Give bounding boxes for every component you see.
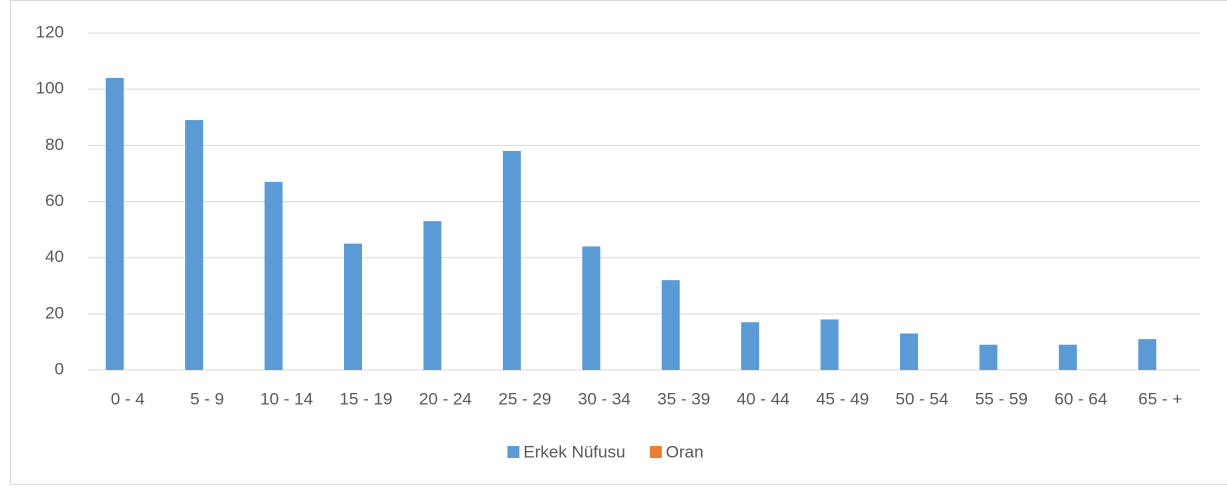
bar — [741, 322, 760, 370]
bar — [344, 243, 362, 370]
y-tick-label: 60 — [45, 191, 64, 210]
x-tick-label: 30 - 34 — [578, 389, 631, 408]
x-tick-label: 10 - 14 — [260, 389, 313, 408]
x-tick-label: 5 - 9 — [190, 389, 224, 408]
x-tick-label: 40 - 44 — [737, 389, 790, 408]
bar — [105, 77, 124, 370]
y-tick-label: 0 — [55, 359, 64, 378]
bar — [423, 221, 442, 370]
legend-swatch — [649, 446, 662, 458]
x-tick-label: 50 - 54 — [896, 389, 949, 408]
y-tick-label: 120 — [36, 22, 64, 41]
bar — [502, 150, 521, 370]
x-tick-label: 35 - 39 — [657, 389, 710, 408]
x-tick-label: 60 - 64 — [1054, 389, 1107, 408]
x-tick-label: 25 - 29 — [498, 389, 551, 408]
legend-swatch — [507, 446, 520, 458]
bar — [661, 280, 680, 370]
x-tick-label: 0 - 4 — [111, 389, 145, 408]
bar — [185, 120, 204, 370]
bar — [264, 181, 283, 370]
chart-frame — [10, 0, 1227, 485]
bar — [1138, 339, 1157, 370]
bar — [900, 333, 918, 370]
bar — [582, 246, 601, 370]
bar — [1058, 344, 1077, 370]
y-tick-label: 100 — [36, 79, 64, 98]
x-tick-label: 65 - + — [1138, 389, 1182, 408]
y-tick-label: 20 — [45, 303, 64, 322]
y-tick-label: 40 — [45, 247, 64, 266]
x-tick-label: 55 - 59 — [975, 389, 1028, 408]
x-tick-label: 15 - 19 — [340, 389, 393, 408]
x-tick-label: 45 - 49 — [816, 389, 869, 408]
legend-label: Erkek Nüfusu — [523, 442, 625, 461]
legend-label: Oran — [666, 442, 704, 461]
x-tick-label: 20 - 24 — [419, 389, 472, 408]
bar — [979, 344, 998, 370]
bar — [820, 319, 839, 370]
y-tick-label: 80 — [45, 135, 64, 154]
